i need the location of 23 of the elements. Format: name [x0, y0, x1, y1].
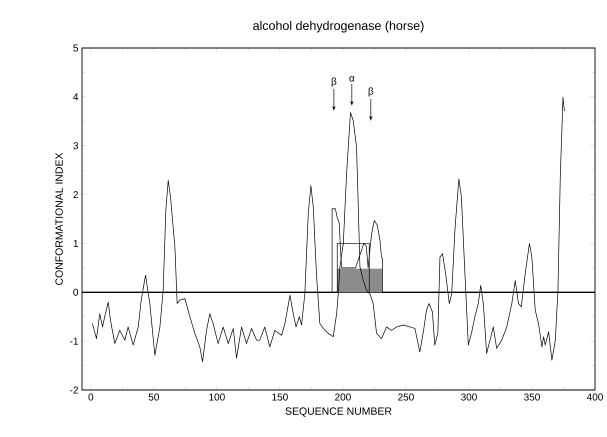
- x-tick-label: 50: [148, 394, 159, 401]
- x-tick-label: 100: [209, 394, 225, 401]
- y-tick-label: 4: [73, 93, 78, 100]
- annotation: β: [368, 87, 374, 97]
- y-tick-label: 2: [73, 191, 78, 198]
- annotation: β: [332, 77, 336, 87]
- x-tick-label: 350: [524, 394, 540, 401]
- x-tick-label: 250: [398, 394, 414, 401]
- annotation: α: [349, 76, 354, 82]
- y-tick-label: 0: [73, 288, 78, 296]
- x-tick-label: 300: [461, 394, 477, 401]
- y-tick-label: 3: [73, 142, 78, 150]
- chart-title: alcohol dehydrogenase (horse): [253, 20, 424, 32]
- y-tick-label: 1: [74, 240, 78, 247]
- x-tick-label: 150: [272, 394, 288, 401]
- y-tick-label: -1: [70, 338, 78, 345]
- y-axis-title: CONFORMATIONAL INDEX: [55, 152, 63, 285]
- y-tick-label: 5: [73, 44, 78, 52]
- x-tick-label: 200: [335, 394, 351, 401]
- x-axis-title: SEQUENCE NUMBER: [286, 407, 392, 417]
- x-tick-label: 400: [586, 394, 603, 401]
- x-tick-label: 0: [88, 394, 94, 401]
- y-tick-label: -2: [70, 386, 78, 394]
